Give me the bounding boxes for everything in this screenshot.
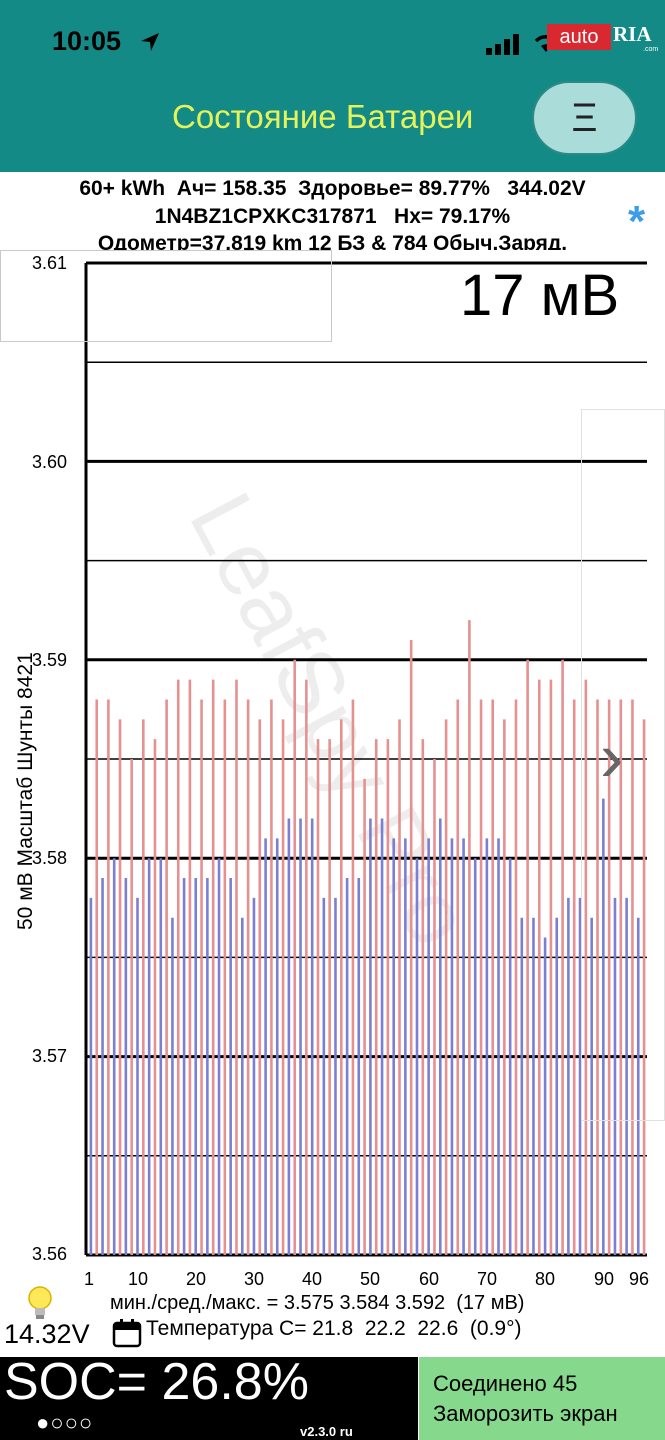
min-avg-max-stats: мин./сред./макс. = 3.575 3.584 3.592 (17… [110,1292,525,1314]
y-tick-label: 3.60 [32,452,68,472]
y-axis-title: 50 мВ Масштаб Шунты 8421 [14,652,37,930]
app-version: v2.3.0 ru [300,1424,353,1439]
autoria-logo: auto RIA .com [547,20,659,54]
vin-line: 1N4BZ1CPXKC317871 Hx= 79.17% [154,205,511,228]
y-tick-label: 3.59 [32,650,68,670]
y-tick-label: 3.56 [32,1244,68,1264]
x-tick-label: 70 [476,1269,498,1289]
freeze-screen-label: Заморозить экран [433,1401,618,1426]
x-tick-label: 50 [359,1269,381,1289]
soc-value: SOC= 26.8% [4,1353,309,1411]
spread-label: 17 мВ [460,263,620,328]
x-tick-label: 1 [83,1269,95,1289]
page-indicator[interactable]: ●○○○ [36,1410,94,1435]
x-tick-label: 30 [243,1269,265,1289]
y-tick-label: 3.58 [32,848,68,868]
aux-battery-voltage: 14.32V [4,1319,90,1349]
freeze-screen-button[interactable]: Соединено 45 Заморозить экран [419,1357,665,1440]
x-tick-label: 90 [593,1269,615,1289]
chevron-right-icon[interactable]: › [600,718,624,796]
x-tick-label: 40 [301,1269,323,1289]
x-tick-label: 20 [185,1269,207,1289]
status-time: 10:05 [52,26,122,56]
cell-voltage-chart [84,261,647,1257]
cellular-signal-icon [486,34,519,55]
calendar-icon [112,1319,142,1348]
x-tick-label: 10 [127,1269,149,1289]
y-tick-label: 3.57 [32,1046,68,1066]
x-tick-label: 80 [534,1269,556,1289]
y-tick-label: 3.61 [32,253,68,273]
battery-summary-line: 60+ kWh Ач= 158.35 Здоровье= 89.77% 344.… [79,177,586,200]
connection-count: Соединено 45 [433,1371,578,1396]
favorite-star-icon[interactable]: * [628,197,646,246]
odometer-line: Одометр=37,819 km 12 БЗ & 784 Обыч.Заряд… [97,232,568,250]
temperature-readout: Температура С= 21.8 22.2 22.6 (0.9°) [146,1317,522,1340]
lightbulb-icon [28,1286,52,1319]
x-tick-label: 60 [418,1269,440,1289]
zoom-selection-box[interactable] [0,250,332,342]
x-tick-label: 96 [628,1269,650,1289]
logo-auto: auto [547,24,611,50]
location-arrow-icon [141,33,159,51]
menu-button[interactable]: Ξ [532,81,637,155]
page-title: Состояние Батареи [172,98,474,135]
soc-panel [0,1357,418,1440]
logo-ria: RIA [613,22,652,46]
logo-suffix: .com [643,46,659,53]
